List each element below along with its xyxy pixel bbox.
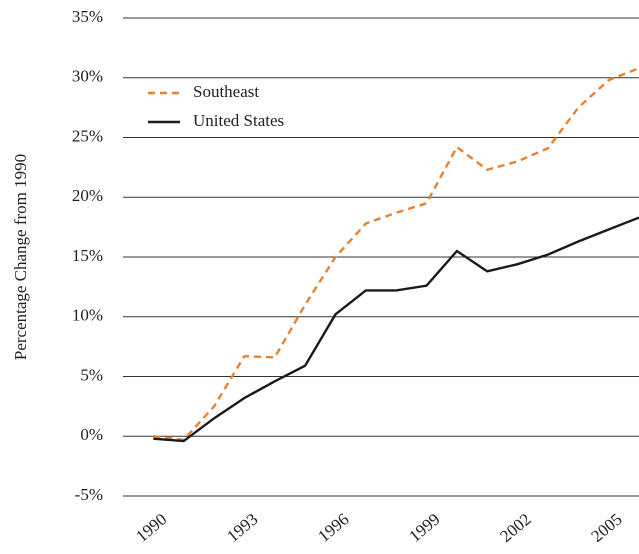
y-tick-label: 20%	[72, 186, 103, 205]
x-tick-label: 1993	[223, 510, 261, 546]
y-tick-label: 35%	[72, 7, 103, 26]
y-tick-label: 5%	[80, 365, 103, 384]
y-tick-label: 15%	[72, 246, 103, 265]
legend-label: United States	[193, 111, 284, 130]
x-tick-label: 1999	[405, 510, 443, 546]
y-tick-label: 0%	[80, 425, 103, 444]
x-tick-label: 1990	[132, 510, 170, 546]
y-axis-label: Percentage Change from 1990	[11, 154, 30, 360]
x-tick-label: 2002	[496, 510, 534, 546]
data-line	[153, 67, 639, 442]
x-tick-label: 1996	[314, 510, 352, 546]
legend-label: Southeast	[193, 82, 259, 101]
y-tick-label: 30%	[72, 67, 103, 86]
data-line	[153, 216, 639, 443]
y-tick-label: 10%	[72, 306, 103, 325]
y-tick-label: 25%	[72, 126, 103, 145]
y-tick-label: -5%	[75, 485, 103, 504]
x-tick-label: 2005	[587, 510, 625, 546]
